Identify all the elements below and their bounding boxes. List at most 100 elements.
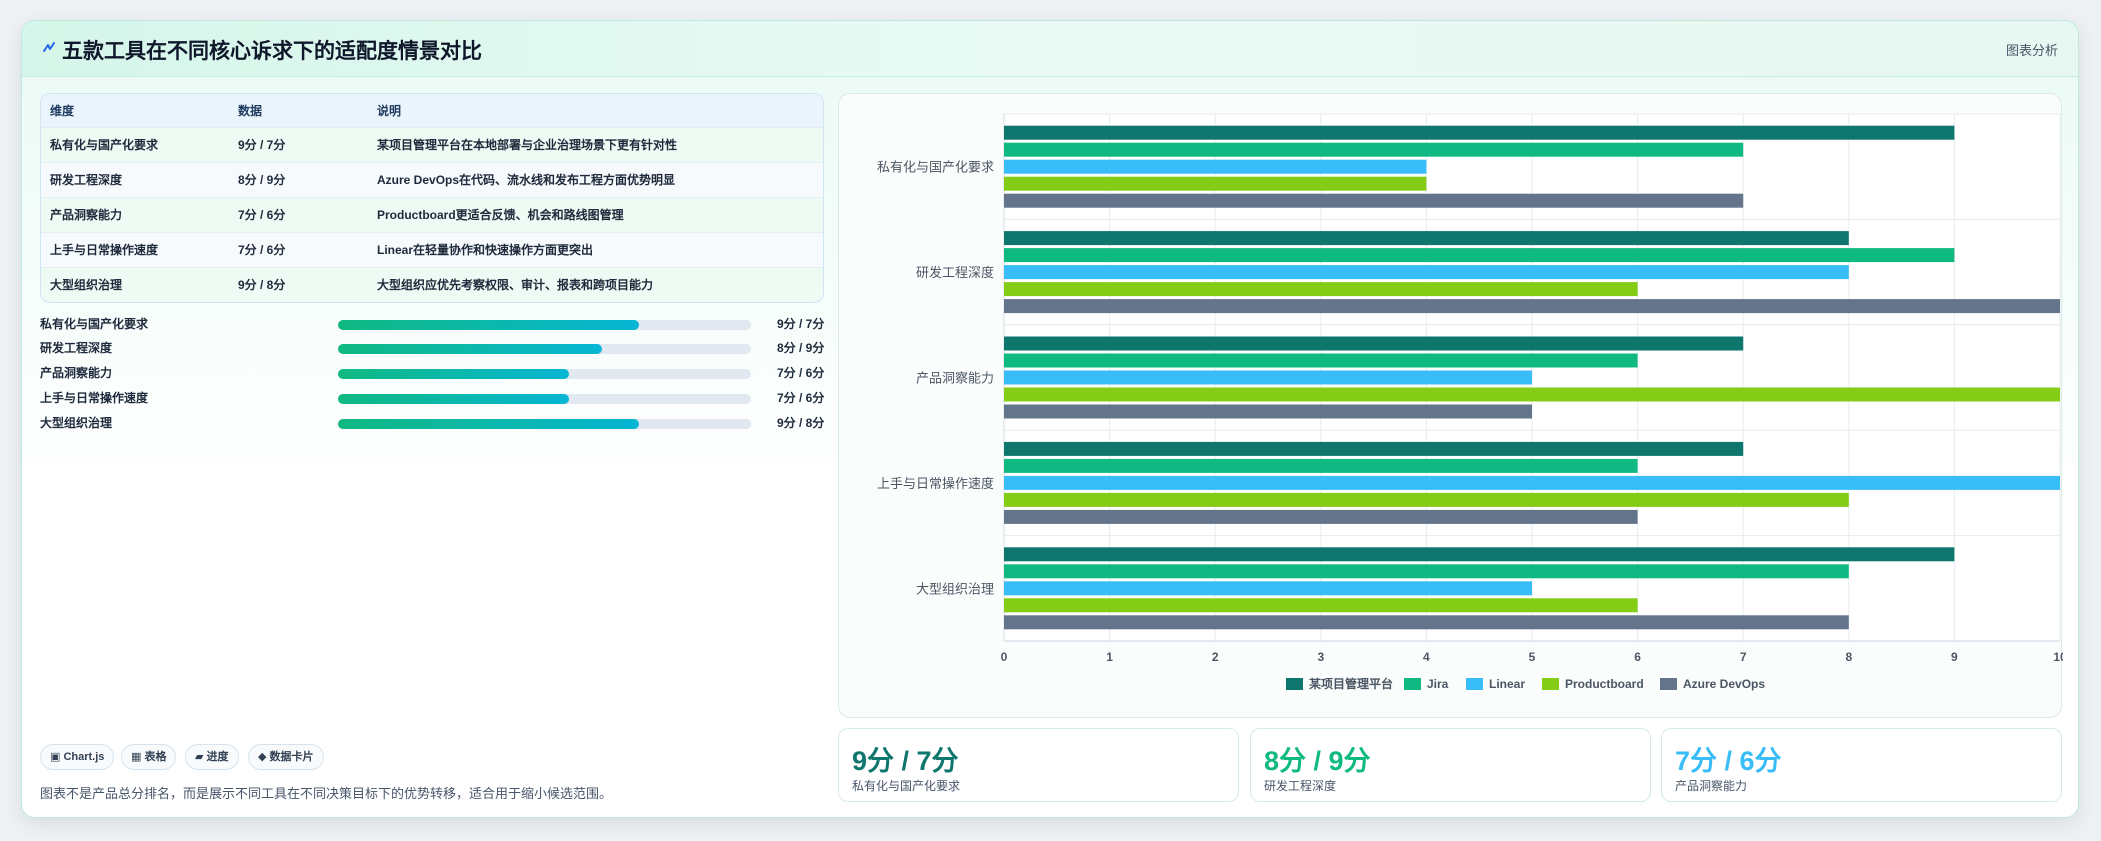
table-cell-description: 大型组织应优先考察权限、审计、报表和跨项目能力 [377,278,654,292]
bar [1004,458,1638,473]
table-cell-dimension: 研发工程深度 [50,173,123,187]
legend-label: 某项目管理平台 [1309,676,1393,691]
table-cell-description: 某项目管理平台在本地部署与企业治理场景下更有针对性 [377,138,678,152]
table-header-dimension: 维度 [50,104,75,118]
bar [1004,125,1955,140]
bar [1004,598,1638,613]
bar [1004,248,1955,263]
legend-swatch [1404,678,1421,690]
table-row: 私有化与国产化要求 9分 / 7分 某项目管理平台在本地部署与企业治理场景下更有… [41,128,823,163]
table-row: 产品洞察能力 7分 / 6分 Productboard更适合反馈、机会和路线图管… [41,198,823,233]
progress-label: 私有化与国产化要求 [40,317,149,331]
table-cell-data: 7分 / 6分 [238,243,286,257]
progress-label: 研发工程深度 [40,341,113,355]
tag-chartjs[interactable]: ▣ Chart.js [40,744,115,770]
x-tick-label: 5 [1529,650,1536,664]
bar [1004,387,2060,402]
table-cell-dimension: 私有化与国产化要求 [50,138,159,152]
bar [1004,492,1849,507]
bar [1004,265,1849,280]
table-header-data: 数据 [238,104,263,118]
main-card: 五款工具在不同核心诉求下的适配度情景对比 图表分析 维度 数据 说明 私有化与国… [21,20,2079,818]
x-tick-label: 9 [1951,650,1958,664]
table-cell-description: Productboard更适合反馈、机会和路线图管理 [377,208,624,222]
table-cell-dimension: 大型组织治理 [50,278,123,292]
bar [1004,336,1744,351]
chart-analysis-button[interactable]: 图表分析 [2005,43,2058,58]
chart-panel: 0 1 2 3 4 5 6 7 8 9 10 私有化与国产化要求研发工程深度产品洞察能力上手与日常操作… [838,93,2063,718]
y-tick-label: 上手与日常操作速度 [877,476,994,491]
kpi-value: 7分 / 6分 [1675,746,1782,776]
y-tick-label: 大型组织治理 [916,581,994,596]
progress-row: 大型组织治理 9分 / 8分 [40,414,824,432]
progress-row: 私有化与国产化要求 9分 / 7分 [40,315,824,333]
table-cell-data: 8分 / 9分 [238,173,286,187]
tag-data-card[interactable]: ◆ 数据卡片 [248,744,324,770]
x-tick-label: 0 [1001,650,1008,664]
legend-label: Jira [1427,677,1449,691]
table-cell-dimension: 上手与日常操作速度 [50,243,159,257]
kpi-card: 9分 / 7分 私有化与国产化要求 [838,728,1239,802]
progress-label: 大型组织治理 [40,416,113,430]
table-header-row: 维度 数据 说明 [41,94,823,128]
progress-value: 7分 / 6分 [777,366,825,380]
legend-swatch [1660,678,1677,690]
bar [1004,231,1849,246]
kpi-value: 8分 / 9分 [1264,746,1371,776]
progress-value: 9分 / 8分 [777,416,825,430]
bar-chart: 0 1 2 3 4 5 6 7 8 9 10 私有化与国产化要求研发工程深度产品洞察能力上手与日常操作… [877,113,2063,691]
bar [1004,615,1849,630]
progress-fill [338,369,570,379]
table-cell-data: 9分 / 7分 [238,138,286,152]
progress-track [338,369,751,379]
table-cell-description: Azure DevOps在代码、流水线和发布工程方面优势明显 [377,173,676,187]
bar [1004,142,1744,157]
bar [1004,353,1638,368]
kpi-label: 私有化与国产化要求 [852,779,961,793]
bar [1004,299,2060,314]
progress-row: 研发工程深度 8分 / 9分 [40,339,824,357]
progress-fill [338,320,640,330]
bar [1004,547,1955,562]
kpi-card: 7分 / 6分 产品洞察能力 [1661,728,2062,802]
table-cell-dimension: 产品洞察能力 [50,208,123,222]
x-tick-label: 2 [1212,650,1219,664]
legend-label: Productboard [1565,677,1644,691]
x-tick-label: 4 [1423,650,1430,664]
table-row: 研发工程深度 8分 / 9分 Azure DevOps在代码、流水线和发布工程方… [41,163,823,198]
progress-track [338,320,751,330]
progress-row: 上手与日常操作速度 7分 / 6分 [40,389,824,407]
legend-label: Azure DevOps [1683,677,1765,691]
table-cell-description: Linear在轻量协作和快速操作方面更突出 [377,243,594,257]
bar [1004,581,1532,596]
footnote: 图表不是产品总分排名，而是展示不同工具在不同决策目标下的优势转移，适合用于缩小候… [40,786,613,801]
progress-track [338,419,751,429]
y-tick-label: 私有化与国产化要求 [877,160,994,175]
x-tick-label: 8 [1845,650,1852,664]
x-tick-label: 10 [2053,650,2063,664]
lightning-icon [43,42,55,52]
progress-row: 产品洞察能力 7分 / 6分 [40,364,824,382]
x-tick-label: 3 [1317,650,1324,664]
x-tick-label: 6 [1634,650,1641,664]
tag-progress[interactable]: ▰ 进度 [185,744,239,770]
bar [1004,193,1744,208]
bar [1004,370,1532,385]
table-cell-data: 9分 / 8分 [238,278,286,292]
table-header-description: 说明 [377,104,402,118]
progress-value: 7分 / 6分 [777,391,825,405]
progress-label: 上手与日常操作速度 [40,391,149,405]
legend-label: Linear [1489,677,1525,691]
progress-fill [338,394,570,404]
y-tick-label: 产品洞察能力 [916,371,994,386]
table-cell-data: 7分 / 6分 [238,208,286,222]
tag-table[interactable]: ▦ 表格 [121,744,177,770]
legend-swatch [1542,678,1559,690]
page-title: 五款工具在不同核心诉求下的适配度情景对比 [62,40,482,63]
bar [1004,509,1638,524]
data-table: 维度 数据 说明 私有化与国产化要求 9分 / 7分 某项目管理平台在本地部署与… [40,93,824,303]
card-header: 五款工具在不同核心诉求下的适配度情景对比 图表分析 [22,21,2078,77]
bar [1004,404,1532,419]
bar [1004,475,2060,490]
table-row: 上手与日常操作速度 7分 / 6分 Linear在轻量协作和快速操作方面更突出 [41,233,823,268]
